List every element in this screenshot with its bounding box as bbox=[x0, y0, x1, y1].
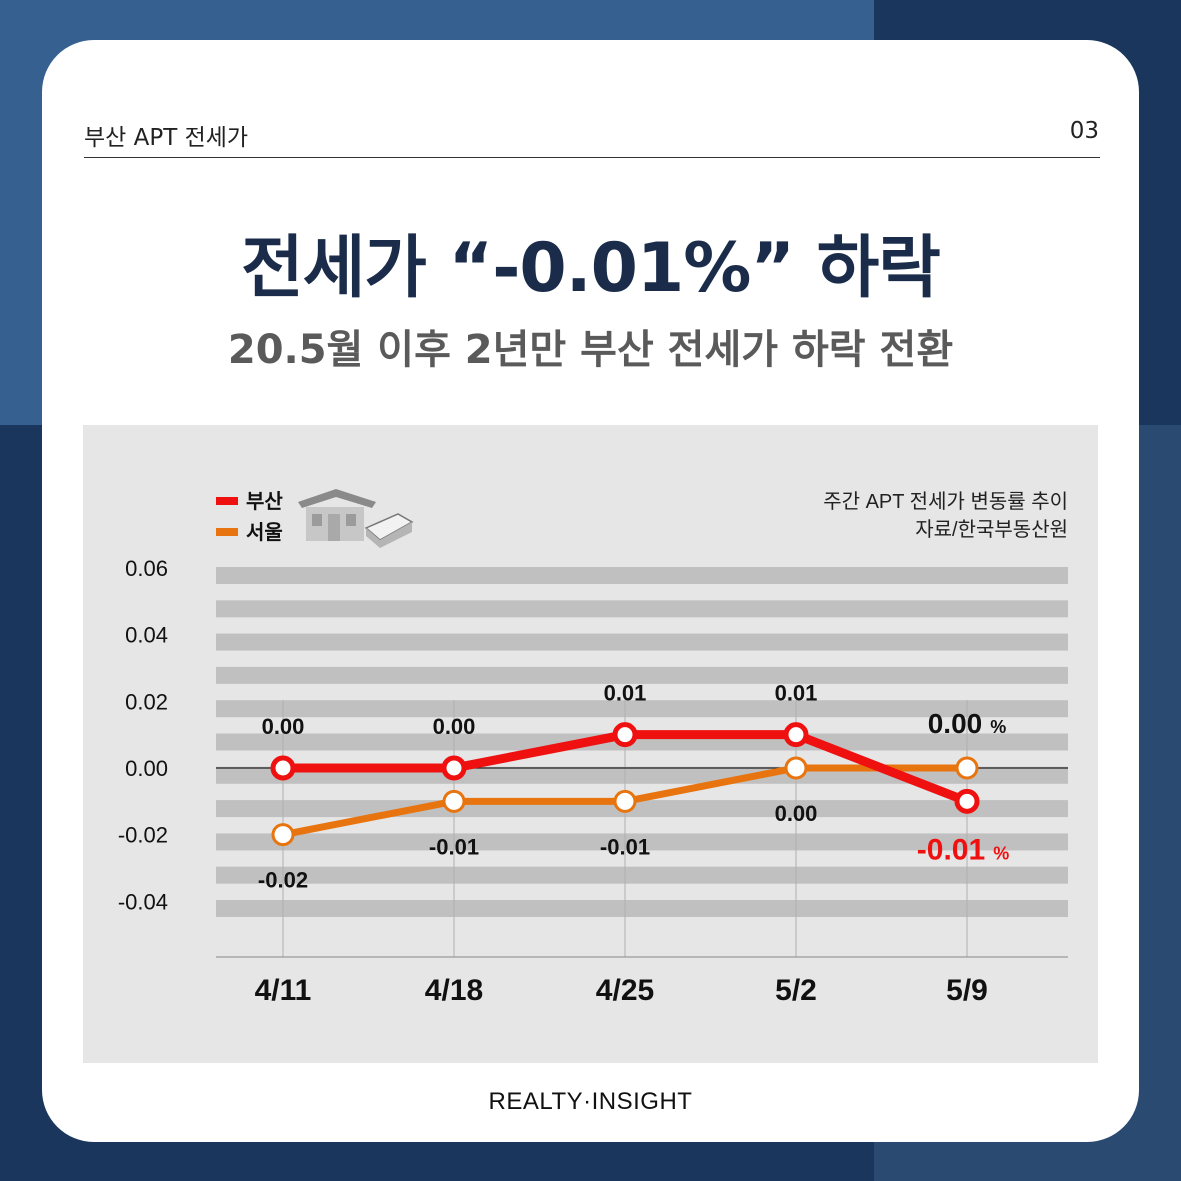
data-label: -0.02 bbox=[258, 868, 308, 893]
data-point bbox=[955, 756, 979, 780]
data-point bbox=[783, 722, 809, 748]
data-label: 0.00 bbox=[262, 714, 305, 739]
page-number: 03 bbox=[1069, 118, 1099, 144]
x-tick-label: 5/2 bbox=[775, 974, 817, 1007]
x-tick-labels: 4/11 4/18 4/25 5/2 5/9 bbox=[255, 974, 988, 1007]
y-tick-label: -0.04 bbox=[118, 889, 168, 914]
headline-subtitle: 20.5월 이후 2년만 부산 전세가 하락 전환 bbox=[227, 327, 954, 373]
grid-band bbox=[216, 567, 1068, 584]
x-tick-label: 5/9 bbox=[946, 974, 988, 1007]
chart-source: 자료/한국부동산원 bbox=[915, 518, 1068, 541]
data-point bbox=[613, 789, 637, 813]
legend-label-seoul: 서울 bbox=[246, 521, 283, 544]
data-label: -0.01 bbox=[600, 834, 650, 859]
data-label: 0.00 bbox=[433, 714, 476, 739]
y-tick-label: -0.02 bbox=[118, 823, 168, 848]
x-tick-label: 4/25 bbox=[596, 974, 654, 1007]
grid-band bbox=[216, 733, 1068, 751]
x-tick-label: 4/11 bbox=[255, 974, 312, 1007]
headline-title: 전세가 “-0.01%” 하락 bbox=[241, 229, 941, 308]
legend-swatch-seoul bbox=[216, 528, 238, 536]
data-label: 0.00 bbox=[775, 801, 818, 826]
grid-band bbox=[216, 866, 1068, 884]
data-label: 0.01 bbox=[604, 681, 647, 706]
unit-label: % bbox=[990, 717, 1006, 737]
y-tick-label: 0.04 bbox=[125, 623, 168, 648]
header-divider bbox=[84, 157, 1100, 158]
grid-band bbox=[216, 900, 1068, 917]
data-point bbox=[271, 823, 295, 847]
data-point bbox=[441, 755, 467, 781]
data-point bbox=[270, 755, 296, 781]
y-tick-labels: 0.06 0.04 0.02 0.00 -0.02 -0.04 bbox=[118, 556, 168, 914]
grid-band bbox=[216, 633, 1068, 651]
data-label: -0.01% bbox=[917, 833, 1009, 866]
data-point bbox=[784, 756, 808, 780]
data-label: 0.01 bbox=[775, 681, 818, 706]
legend-label-busan: 부산 bbox=[246, 490, 283, 513]
house-icon bbox=[298, 489, 414, 548]
brand-footer: REALTY·INSIGHT bbox=[488, 1088, 693, 1115]
data-point bbox=[612, 722, 638, 748]
x-tick-label: 4/18 bbox=[425, 974, 483, 1007]
section-label: 부산 APT 전세가 bbox=[84, 125, 249, 151]
grid-band bbox=[216, 600, 1068, 618]
y-tick-label: 0.06 bbox=[125, 556, 168, 581]
grid-band bbox=[216, 833, 1068, 851]
series-points bbox=[270, 722, 980, 847]
grid-band bbox=[216, 666, 1068, 684]
data-label: -0.01 bbox=[429, 834, 479, 859]
data-point bbox=[954, 788, 980, 814]
grid-band bbox=[216, 800, 1068, 818]
data-point bbox=[442, 789, 466, 813]
unit-label: % bbox=[993, 843, 1009, 863]
y-tick-label: 0.02 bbox=[125, 689, 168, 714]
grid-band bbox=[216, 700, 1068, 718]
legend: 부산 서울 bbox=[216, 490, 283, 544]
chart-title: 주간 APT 전세가 변동률 추이 bbox=[823, 490, 1068, 513]
legend-swatch-busan bbox=[216, 497, 238, 505]
y-tick-label: 0.00 bbox=[125, 756, 168, 781]
